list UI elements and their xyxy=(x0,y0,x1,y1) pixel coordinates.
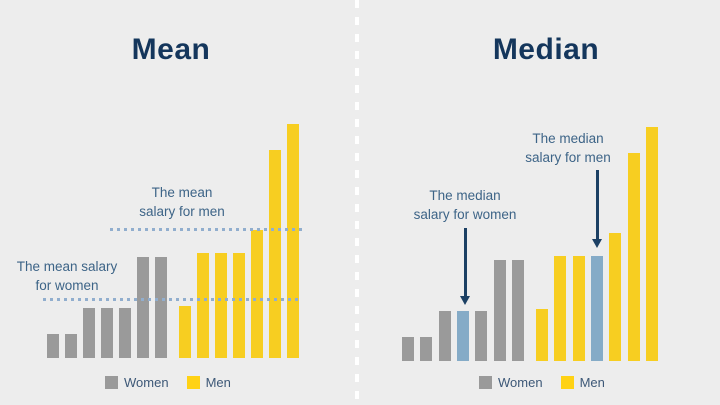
women-color-swatch xyxy=(479,376,492,389)
median-panel-title: Median xyxy=(492,33,600,66)
panel-divider-dashed-line xyxy=(355,0,359,405)
mean-bar-women-1 xyxy=(47,334,59,358)
median-women-annotation-label: The median salary for women xyxy=(395,186,535,224)
median-bar-women-1 xyxy=(402,337,414,361)
median-bar-men-4-median-highlight xyxy=(590,256,603,361)
annotation-line: salary for men xyxy=(139,204,225,219)
mean-bar-men-3 xyxy=(215,253,227,358)
annotation-line: The mean salary xyxy=(16,259,118,274)
mean-men-annotation-label: The mean salary for men xyxy=(107,183,257,221)
mean-bar-men-6 xyxy=(269,150,281,358)
mean-women-annotation-label: The mean salary for women xyxy=(2,257,132,295)
legend-item-men: Men xyxy=(560,375,605,390)
legend-label: Women xyxy=(498,375,543,390)
legend-label: Men xyxy=(579,375,605,390)
mean-legend: Women Men xyxy=(105,375,231,390)
median-bar-men-3 xyxy=(572,256,585,361)
annotation-line: salary for men xyxy=(525,150,611,165)
median-bar-women-6 xyxy=(493,260,506,361)
median-bar-women-4-median-highlight xyxy=(456,311,469,361)
median-men-annotation-label: The median salary for men xyxy=(498,129,638,167)
mean-bar-women-6 xyxy=(137,257,149,358)
median-bar-women-2 xyxy=(420,337,433,361)
median-bar-men-1 xyxy=(536,309,548,361)
mean-bar-women-2 xyxy=(65,334,77,358)
median-bar-men-2 xyxy=(554,256,567,361)
median-bar-men-5 xyxy=(609,233,622,361)
men-mean-dotted-line xyxy=(110,228,303,231)
mean-panel-title: Mean xyxy=(131,33,211,66)
median-bar-men-6 xyxy=(627,153,640,361)
legend-label: Men xyxy=(205,375,231,390)
median-bar-women-5 xyxy=(475,311,488,361)
mean-bar-women-4 xyxy=(101,308,113,358)
annotation-line: salary for women xyxy=(413,207,517,222)
legend-item-women: Women xyxy=(105,375,169,390)
women-color-swatch xyxy=(105,376,118,389)
median-bar-women-7 xyxy=(511,260,524,361)
mean-bar-women-5 xyxy=(119,308,131,358)
mean-bar-men-4 xyxy=(233,253,245,358)
median-bar-men-7 xyxy=(645,127,658,361)
median-bar-women-3 xyxy=(438,311,451,361)
men-color-swatch xyxy=(186,376,200,389)
legend-label: Women xyxy=(124,375,169,390)
legend-item-men: Men xyxy=(186,375,231,390)
legend-item-women: Women xyxy=(479,375,543,390)
mean-bar-women-3 xyxy=(83,308,95,358)
mean-bar-men-1 xyxy=(179,306,191,358)
annotation-line: The median xyxy=(429,188,501,203)
arrowhead-icon xyxy=(460,296,470,305)
men-color-swatch xyxy=(560,376,574,389)
arrow-shaft xyxy=(595,170,599,239)
women-mean-dotted-line xyxy=(43,298,300,301)
arrowhead-icon xyxy=(592,239,602,248)
annotation-line: The mean xyxy=(151,185,213,200)
arrow-shaft xyxy=(463,228,467,296)
median-legend: Women Men xyxy=(479,375,605,390)
annotation-line: for women xyxy=(35,278,99,293)
mean-bar-women-7 xyxy=(155,257,167,358)
mean-bar-men-5 xyxy=(251,230,263,358)
mean-bar-men-2 xyxy=(197,253,209,358)
annotation-line: The median xyxy=(532,131,604,146)
